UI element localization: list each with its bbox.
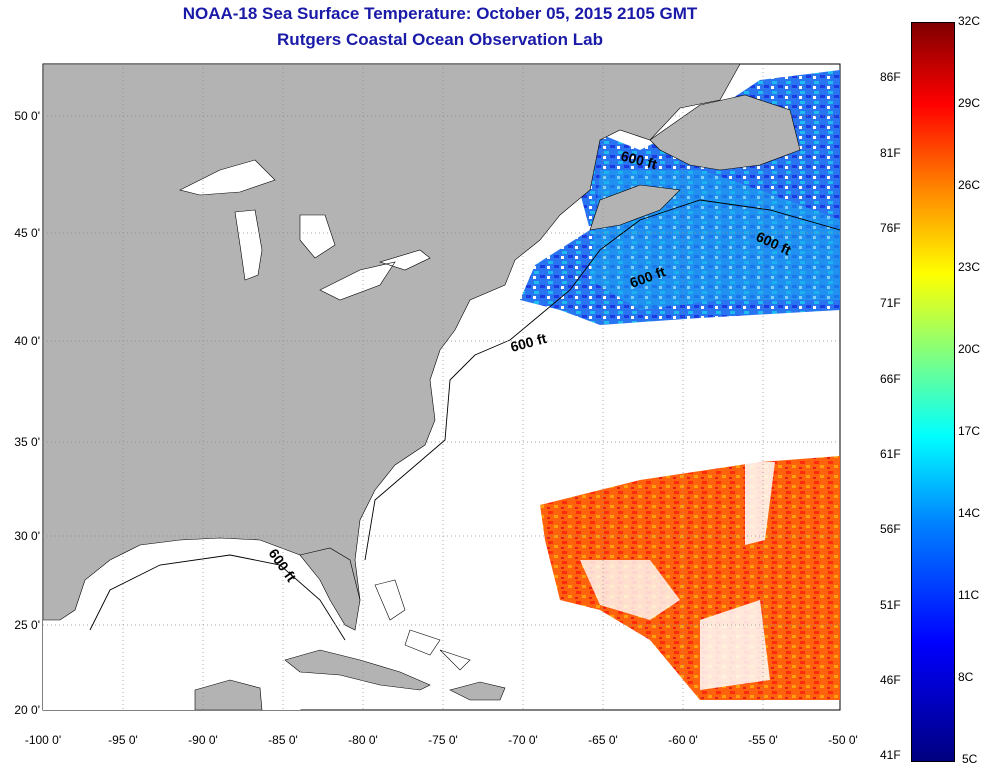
colorbar-f-label: 86F (880, 70, 901, 84)
temperature-colorbar (911, 22, 955, 762)
colorbar-f-label: 66F (880, 372, 901, 386)
land-yucatan (194, 679, 263, 710)
colorbar-c-label: 26C (958, 178, 981, 192)
lon-label: -60 0' (668, 733, 698, 747)
colorbar-f-label: 76F (880, 221, 901, 235)
lon-label: -75 0' (428, 733, 458, 747)
lat-label: 35 0' (14, 435, 40, 449)
depth-contour-600ft (89, 199, 840, 641)
colorbar-c-label: 17C (958, 424, 981, 438)
colorbar-c-label: 23C (958, 260, 981, 274)
lon-label: -65 0' (588, 733, 618, 747)
lon-label: -95 0' (108, 733, 138, 747)
colorbar-f-label: 56F (880, 522, 901, 536)
land-nova-scotia (589, 184, 681, 231)
colorbar-f-label: 61F (880, 447, 901, 461)
colorbar-f-label: 71F (880, 296, 901, 310)
lon-label: -90 0' (188, 733, 218, 747)
lon-label: -55 0' (748, 733, 778, 747)
colorbar-f-label: 51F (880, 598, 901, 612)
lat-label: 20 0' (14, 703, 40, 717)
great-lakes (179, 159, 431, 301)
lat-label: 45 0' (14, 226, 40, 240)
graticule (43, 64, 840, 710)
land-florida (299, 547, 361, 631)
lon-label: -70 0' (508, 733, 538, 747)
bahamas (374, 579, 471, 671)
gulf-of-mexico (43, 535, 360, 710)
colorbar-c-label: 14C (958, 506, 981, 520)
land-cuba (284, 649, 431, 691)
colorbar-f-label: 81F (880, 146, 901, 160)
colorbar-c-label: 8C (958, 670, 974, 684)
lat-label: 40 0' (14, 334, 40, 348)
lon-label: -50 0' (828, 733, 858, 747)
lat-label: 50 0' (14, 109, 40, 123)
colorbar-c-label: 20C (958, 342, 981, 356)
colorbar-c-label: 29C (958, 96, 981, 110)
lat-label: 25 0' (14, 618, 40, 632)
land-hispaniola (449, 681, 506, 701)
lon-label: -80 0' (348, 733, 378, 747)
colorbar-c-label: 11C (958, 588, 980, 602)
land-north-america (43, 64, 741, 621)
lon-label: -100 0' (24, 733, 62, 747)
colorbar-f-label: 46F (880, 673, 901, 687)
lat-label: 30 0' (14, 529, 40, 543)
colorbar-c-label: 32C (958, 14, 981, 28)
land-newfoundland (649, 94, 801, 171)
map-title: NOAA-18 Sea Surface Temperature: October… (182, 4, 698, 23)
colorbar-c-label: 5C (962, 752, 978, 766)
map-subtitle: Rutgers Coastal Ocean Observation Lab (277, 30, 603, 49)
lon-label: -85 0' (268, 733, 298, 747)
colorbar-f-label: 41F (880, 748, 901, 762)
